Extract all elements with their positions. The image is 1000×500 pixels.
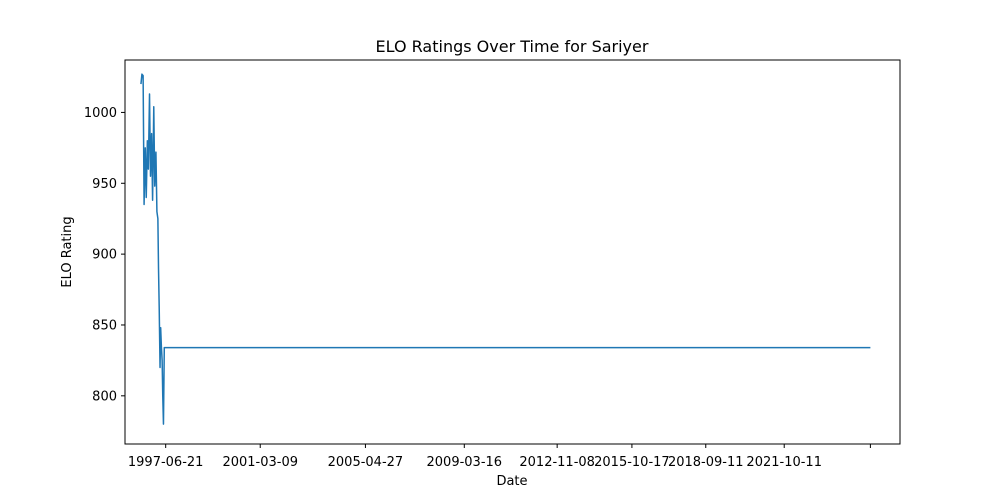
y-tick-label: 800 xyxy=(92,389,117,404)
x-tick-label: 2001-03-09 xyxy=(222,455,298,470)
plot-frame xyxy=(124,59,901,445)
x-tick-label: 2021-10-11 xyxy=(746,455,822,470)
x-tick-label: 2015-10-17 xyxy=(594,455,670,470)
x-axis-title: Date xyxy=(496,474,527,489)
y-tick-label: 850 xyxy=(92,318,117,333)
y-axis: 800 850 900 950 1000 xyxy=(84,106,125,404)
x-tick-label: 2012-11-08 xyxy=(519,455,595,470)
x-tick-label: 2005-04-27 xyxy=(328,455,404,470)
series-line-0 xyxy=(140,73,871,425)
x-axis: 1997-06-21 2001-03-09 2005-04-27 2009-03-16… xyxy=(128,444,871,470)
y-tick-label: 1000 xyxy=(84,106,117,121)
y-axis-title: ELO Rating xyxy=(60,216,75,287)
plot-area xyxy=(140,73,871,425)
y-tick-label: 900 xyxy=(92,248,117,263)
y-tick-label: 950 xyxy=(92,177,117,192)
x-tick-label: 1997-06-21 xyxy=(128,455,204,470)
x-tick-label: 2018-09-11 xyxy=(668,455,744,470)
x-tick-label: 2009-03-16 xyxy=(427,455,503,470)
chart-title: ELO Ratings Over Time for Sariyer xyxy=(376,37,649,56)
